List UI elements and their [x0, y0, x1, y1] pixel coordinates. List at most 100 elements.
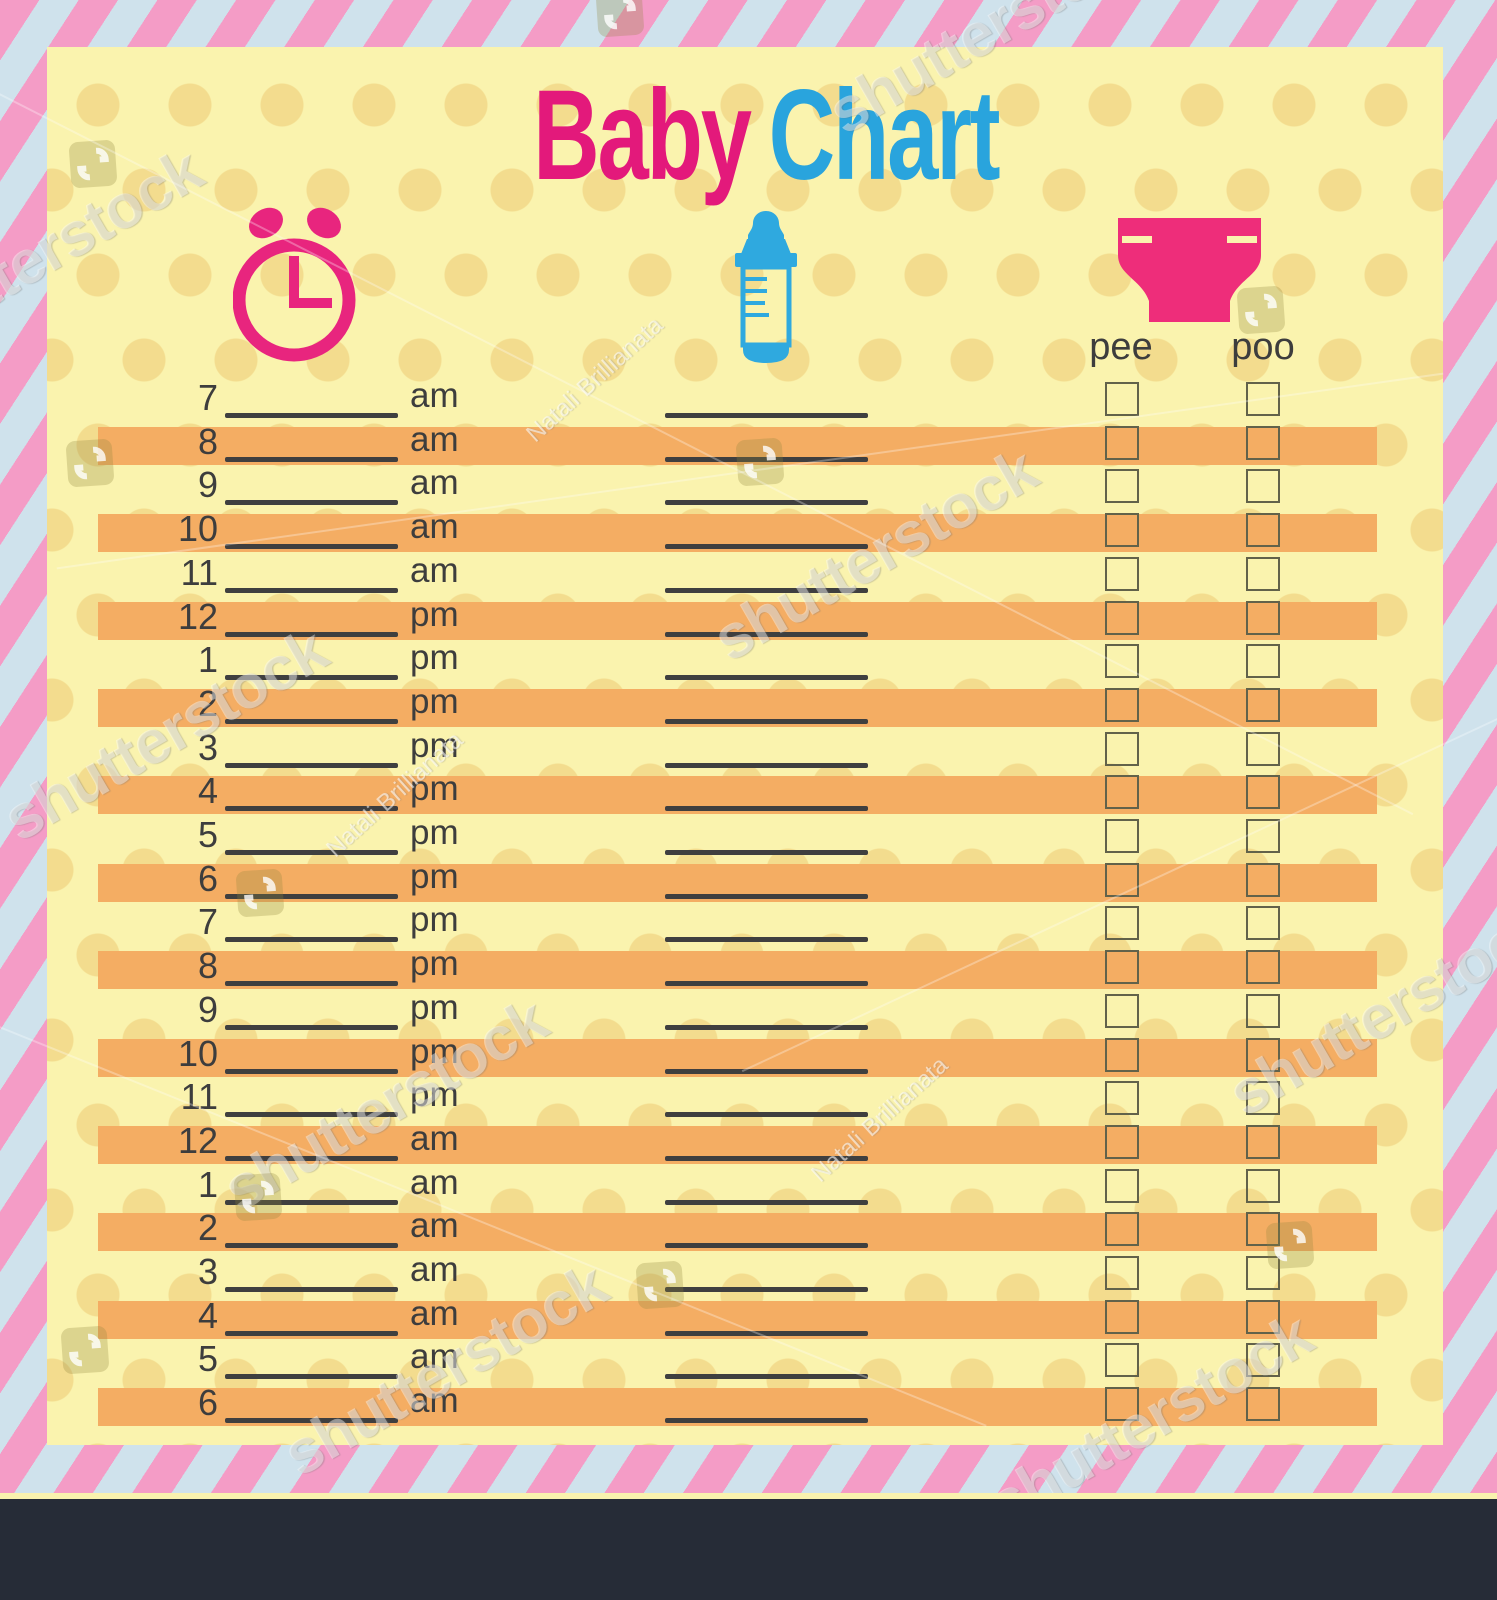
poo-checkbox[interactable]: [1246, 426, 1280, 460]
poo-checkbox[interactable]: [1246, 1212, 1280, 1246]
time-blank-line[interactable]: [225, 806, 398, 811]
pee-checkbox[interactable]: [1105, 1343, 1139, 1377]
feed-blank-line[interactable]: [665, 1418, 868, 1423]
feed-blank-line[interactable]: [665, 1200, 868, 1205]
poo-checkbox[interactable]: [1246, 1343, 1280, 1377]
feed-blank-line[interactable]: [665, 500, 868, 505]
poo-checkbox[interactable]: [1246, 994, 1280, 1028]
poo-checkbox[interactable]: [1246, 819, 1280, 853]
poo-checkbox[interactable]: [1246, 1125, 1280, 1159]
poo-checkbox[interactable]: [1246, 1256, 1280, 1290]
time-blank-line[interactable]: [225, 1287, 398, 1292]
poo-checkbox[interactable]: [1246, 1387, 1280, 1421]
poo-checkbox[interactable]: [1246, 644, 1280, 678]
time-blank-line[interactable]: [225, 544, 398, 549]
time-blank-line[interactable]: [225, 675, 398, 680]
poo-checkbox[interactable]: [1246, 469, 1280, 503]
feed-blank-line[interactable]: [665, 763, 868, 768]
feed-blank-line[interactable]: [665, 413, 868, 418]
alarm-clock-icon: [233, 207, 356, 362]
pee-checkbox[interactable]: [1105, 644, 1139, 678]
feed-blank-line[interactable]: [665, 981, 868, 986]
feed-blank-line[interactable]: [665, 1243, 868, 1248]
pee-checkbox[interactable]: [1105, 950, 1139, 984]
time-blank-line[interactable]: [225, 1069, 398, 1074]
pee-checkbox[interactable]: [1105, 819, 1139, 853]
time-blank-line[interactable]: [225, 1112, 398, 1117]
poo-checkbox[interactable]: [1246, 557, 1280, 591]
ampm-label: pm: [410, 988, 459, 1027]
feed-blank-line[interactable]: [665, 632, 868, 637]
feed-blank-line[interactable]: [665, 1374, 868, 1379]
pee-checkbox[interactable]: [1105, 1387, 1139, 1421]
poo-checkbox[interactable]: [1246, 863, 1280, 897]
time-blank-line[interactable]: [225, 719, 398, 724]
feed-blank-line[interactable]: [665, 1025, 868, 1030]
feed-blank-line[interactable]: [665, 937, 868, 942]
time-blank-line[interactable]: [225, 413, 398, 418]
poo-checkbox[interactable]: [1246, 382, 1280, 416]
time-blank-line[interactable]: [225, 1156, 398, 1161]
feed-blank-line[interactable]: [665, 1287, 868, 1292]
time-blank-line[interactable]: [225, 1331, 398, 1336]
poo-checkbox[interactable]: [1246, 1300, 1280, 1334]
time-blank-line[interactable]: [225, 763, 398, 768]
poo-checkbox[interactable]: [1246, 732, 1280, 766]
poo-checkbox[interactable]: [1246, 1038, 1280, 1072]
time-blank-line[interactable]: [225, 1025, 398, 1030]
feed-blank-line[interactable]: [665, 457, 868, 462]
feed-blank-line[interactable]: [665, 1069, 868, 1074]
poo-checkbox[interactable]: [1246, 1169, 1280, 1203]
time-blank-line[interactable]: [225, 1374, 398, 1379]
poo-checkbox[interactable]: [1246, 1081, 1280, 1115]
poo-checkbox[interactable]: [1246, 513, 1280, 547]
feed-blank-line[interactable]: [665, 588, 868, 593]
pee-checkbox[interactable]: [1105, 382, 1139, 416]
time-blank-line[interactable]: [225, 588, 398, 593]
pee-checkbox[interactable]: [1105, 775, 1139, 809]
time-blank-line[interactable]: [225, 850, 398, 855]
time-blank-line[interactable]: [225, 457, 398, 462]
poo-checkbox[interactable]: [1246, 601, 1280, 635]
time-blank-line[interactable]: [225, 981, 398, 986]
feed-blank-line[interactable]: [665, 675, 868, 680]
time-blank-line[interactable]: [225, 937, 398, 942]
pee-checkbox[interactable]: [1105, 1300, 1139, 1334]
pee-checkbox[interactable]: [1105, 1256, 1139, 1290]
feed-blank-line[interactable]: [665, 544, 868, 549]
pee-checkbox[interactable]: [1105, 863, 1139, 897]
pee-checkbox[interactable]: [1105, 426, 1139, 460]
time-blank-line[interactable]: [225, 1243, 398, 1248]
poo-checkbox[interactable]: [1246, 775, 1280, 809]
time-blank-line[interactable]: [225, 894, 398, 899]
time-blank-line[interactable]: [225, 1200, 398, 1205]
pee-checkbox[interactable]: [1105, 906, 1139, 940]
poo-checkbox[interactable]: [1246, 906, 1280, 940]
feed-blank-line[interactable]: [665, 1156, 868, 1161]
feed-blank-line[interactable]: [665, 1331, 868, 1336]
poo-checkbox[interactable]: [1246, 950, 1280, 984]
feed-blank-line[interactable]: [665, 719, 868, 724]
feed-blank-line[interactable]: [665, 894, 868, 899]
feed-blank-line[interactable]: [665, 850, 868, 855]
pee-checkbox[interactable]: [1105, 1169, 1139, 1203]
pee-checkbox[interactable]: [1105, 469, 1139, 503]
title-word-chart: Chart: [768, 64, 1001, 207]
feed-blank-line[interactable]: [665, 1112, 868, 1117]
poo-checkbox[interactable]: [1246, 688, 1280, 722]
feed-blank-line[interactable]: [665, 806, 868, 811]
time-blank-line[interactable]: [225, 500, 398, 505]
pee-checkbox[interactable]: [1105, 1081, 1139, 1115]
pee-checkbox[interactable]: [1105, 1038, 1139, 1072]
pee-checkbox[interactable]: [1105, 732, 1139, 766]
time-blank-line[interactable]: [225, 1418, 398, 1423]
pee-checkbox[interactable]: [1105, 994, 1139, 1028]
pee-checkbox[interactable]: [1105, 1125, 1139, 1159]
pee-checkbox[interactable]: [1105, 688, 1139, 722]
pee-checkbox[interactable]: [1105, 513, 1139, 547]
pee-checkbox[interactable]: [1105, 601, 1139, 635]
pee-checkbox[interactable]: [1105, 557, 1139, 591]
time-blank-line[interactable]: [225, 632, 398, 637]
pee-checkbox[interactable]: [1105, 1212, 1139, 1246]
hour-label: 9: [197, 989, 218, 1030]
